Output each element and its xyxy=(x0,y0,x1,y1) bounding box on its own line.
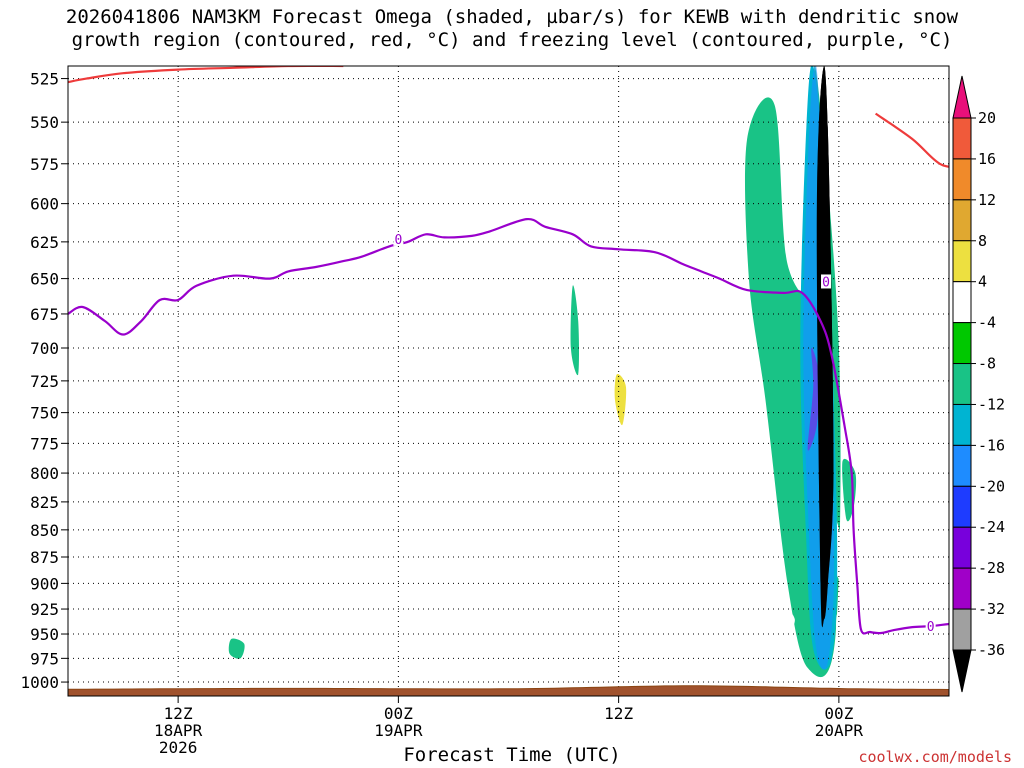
colorbar-tick-label: -36 xyxy=(978,641,1005,659)
colorbar-tick-label: -24 xyxy=(978,518,1005,536)
colorbar-segment xyxy=(952,281,972,324)
chart-title-line-2: growth region (contoured, red, °C) and f… xyxy=(71,29,953,51)
y-tick-label: 825 xyxy=(30,493,59,512)
colorbar-legend: 20 16 12 8 4 -4 -8 -12 -16 -20 -24 -28 -32 -36 xyxy=(952,75,1005,693)
x-tick-label: 00Z xyxy=(384,704,413,723)
omega-region xyxy=(228,638,245,659)
chart-title: 2026041806 NAM3KM Forecast Omega (shaded… xyxy=(0,6,1024,52)
omega-region xyxy=(427,458,436,566)
omega-region xyxy=(917,496,926,552)
y-tick-label: 775 xyxy=(30,434,59,453)
y-tick-label: 850 xyxy=(30,521,59,540)
colorbar-bottom-arrow xyxy=(952,649,972,693)
y-axis: 525 550 575 600 625 650 675 700 725 750 775 800 825 8… xyxy=(20,70,68,692)
colorbar-tick-label: -12 xyxy=(978,395,1005,413)
dgz-contour xyxy=(68,66,344,84)
y-tick-label: 700 xyxy=(30,339,59,358)
omega-region xyxy=(570,285,580,376)
freezing-label-bg xyxy=(393,231,404,246)
colorbar-tick-label: 16 xyxy=(978,150,996,168)
terrain-shape xyxy=(68,685,949,696)
omega-region xyxy=(173,99,190,398)
grid-lines xyxy=(68,66,949,696)
x-tick-label: 19APR xyxy=(374,721,423,740)
colorbar-segment xyxy=(952,322,972,365)
omega-region xyxy=(271,292,282,375)
colorbar-segment xyxy=(952,526,972,569)
colorbar-segment xyxy=(952,117,972,160)
colorbar-tick-label: -4 xyxy=(978,314,996,332)
y-tick-label: 800 xyxy=(30,464,59,483)
omega-region xyxy=(785,608,795,630)
omega-region xyxy=(376,66,392,266)
freezing-label-bg xyxy=(925,619,936,634)
omega-region xyxy=(1013,202,1024,307)
x-tick-label: 12Z xyxy=(604,704,633,723)
y-tick-label: 725 xyxy=(30,372,59,391)
colorbar-tick-label: 4 xyxy=(978,273,987,291)
x-tick-label: 2026 xyxy=(159,738,198,757)
contour-layer: 0 0 0 xyxy=(68,66,949,635)
y-tick-label: 550 xyxy=(30,113,59,132)
omega-region xyxy=(202,130,236,553)
y-tick-label: 950 xyxy=(30,625,59,644)
freezing-label-bg xyxy=(821,274,832,289)
colorbar-segment xyxy=(952,485,972,528)
x-axis-label: Forecast Time (UTC) xyxy=(403,744,621,766)
freezing-level-label: 0 xyxy=(822,275,830,290)
colorbar-tick-label: 20 xyxy=(978,109,996,127)
colorbar-segment xyxy=(952,444,972,487)
colorbar-tick-label: 8 xyxy=(978,232,987,250)
colorbar-tick-label: -28 xyxy=(978,559,1005,577)
y-tick-label: 675 xyxy=(30,305,59,324)
colorbar-segment xyxy=(952,567,972,610)
colorbar-tick-label: -16 xyxy=(978,436,1005,454)
colorbar-segment xyxy=(952,363,972,405)
x-tick-label: 18APR xyxy=(154,721,203,740)
colorbar-tick-label: -32 xyxy=(978,600,1005,618)
colorbar-tick-label: -20 xyxy=(978,477,1005,495)
omega-region xyxy=(607,319,638,603)
terrain-ground xyxy=(68,685,949,696)
y-tick-label: 925 xyxy=(30,600,59,619)
omega-region xyxy=(412,66,423,164)
x-tick-label: 20APR xyxy=(815,721,864,740)
omega-region xyxy=(849,66,861,123)
y-tick-label: 900 xyxy=(30,574,59,593)
colorbar-segment xyxy=(952,240,972,283)
colorbar-segment xyxy=(952,608,972,651)
colorbar-top-arrow xyxy=(952,75,972,119)
freezing-level-label: 0 xyxy=(394,233,402,248)
x-tick-label: 00Z xyxy=(824,704,853,723)
y-tick-label: 625 xyxy=(30,233,59,252)
y-tick-label: 650 xyxy=(30,270,59,289)
colorbar-segment xyxy=(952,199,972,242)
y-tick-label: 750 xyxy=(30,404,59,423)
y-tick-label: 575 xyxy=(30,155,59,174)
x-tick-label: 12Z xyxy=(164,704,193,723)
colorbar-tick-label: 12 xyxy=(978,191,996,209)
y-tick-label: 1000 xyxy=(20,673,59,692)
plot-area xyxy=(173,66,1024,678)
y-tick-label: 975 xyxy=(30,649,59,668)
y-tick-label: 525 xyxy=(30,70,59,89)
colorbar-segment xyxy=(952,403,972,446)
omega-region xyxy=(836,613,853,675)
colorbar-segment xyxy=(952,158,972,201)
omega-region xyxy=(871,556,949,673)
freezing-level-contour xyxy=(68,217,949,635)
site-credit[interactable]: coolwx.com/models xyxy=(858,748,1012,766)
y-tick-label: 875 xyxy=(30,548,59,567)
y-tick-label: 600 xyxy=(30,195,59,214)
colorbar-tick-label: -8 xyxy=(978,355,996,373)
chart-title-line-1: 2026041806 NAM3KM Forecast Omega (shaded… xyxy=(65,6,959,28)
freezing-level-label: 0 xyxy=(927,620,935,635)
omega-region-core xyxy=(816,66,834,628)
